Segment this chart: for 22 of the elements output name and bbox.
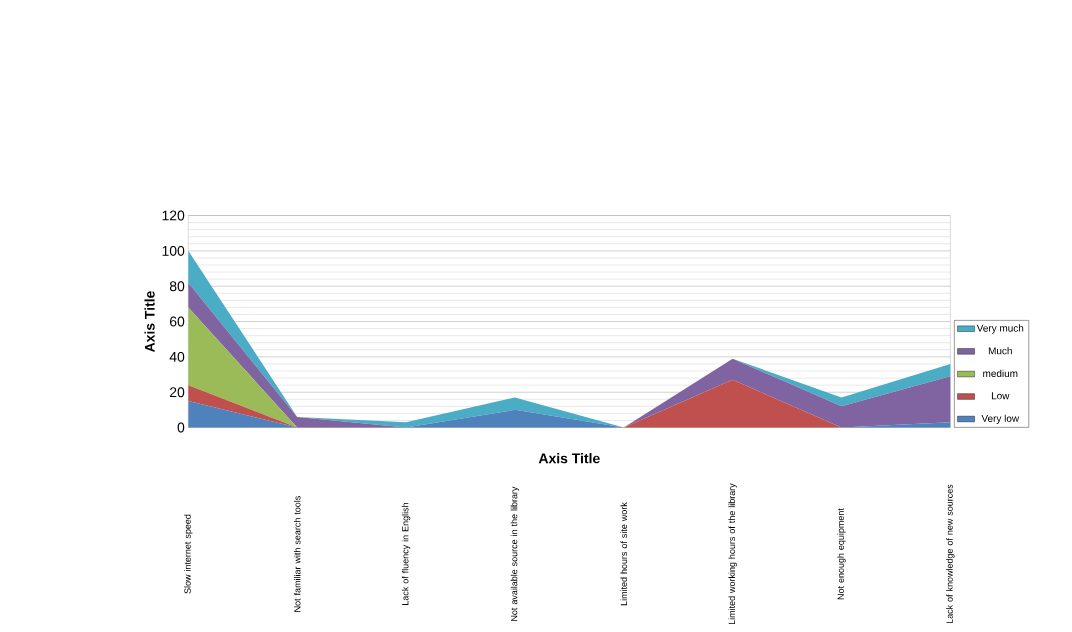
legend-label: Very much [976,324,1024,334]
x-tick-label: Lack of fluency in English [401,502,411,605]
y-tick-label: 20 [170,387,185,397]
x-tick-label: Not familiar with search tools [293,495,301,612]
y-tick-label: 120 [162,210,185,221]
y-tick-label: 100 [162,245,185,256]
y-tick-label: 60 [170,316,185,327]
x-tick-label: Not available source in the library [510,486,520,621]
y-axis-title: Axis Title [144,290,155,352]
legend-label: medium [983,369,1018,377]
legend-label: Very low [981,414,1020,424]
y-tick-label: 40 [169,351,185,362]
x-tick-label: Lack of knowledge of new sources [946,484,955,623]
x-axis-title: Axis Title [538,452,600,464]
y-tick-label: 80 [169,281,185,291]
y-tick-label: 0 [177,422,185,433]
legend-label: Much [988,346,1012,355]
x-tick-label: Slow internet speed [184,514,193,594]
x-tick-label: Limited working hours of the library [728,483,737,624]
x-tick-label: Not enough equipment [837,508,846,599]
x-tick-label: Limited hours of site work [620,502,628,605]
legend-label: Low [991,392,1010,400]
